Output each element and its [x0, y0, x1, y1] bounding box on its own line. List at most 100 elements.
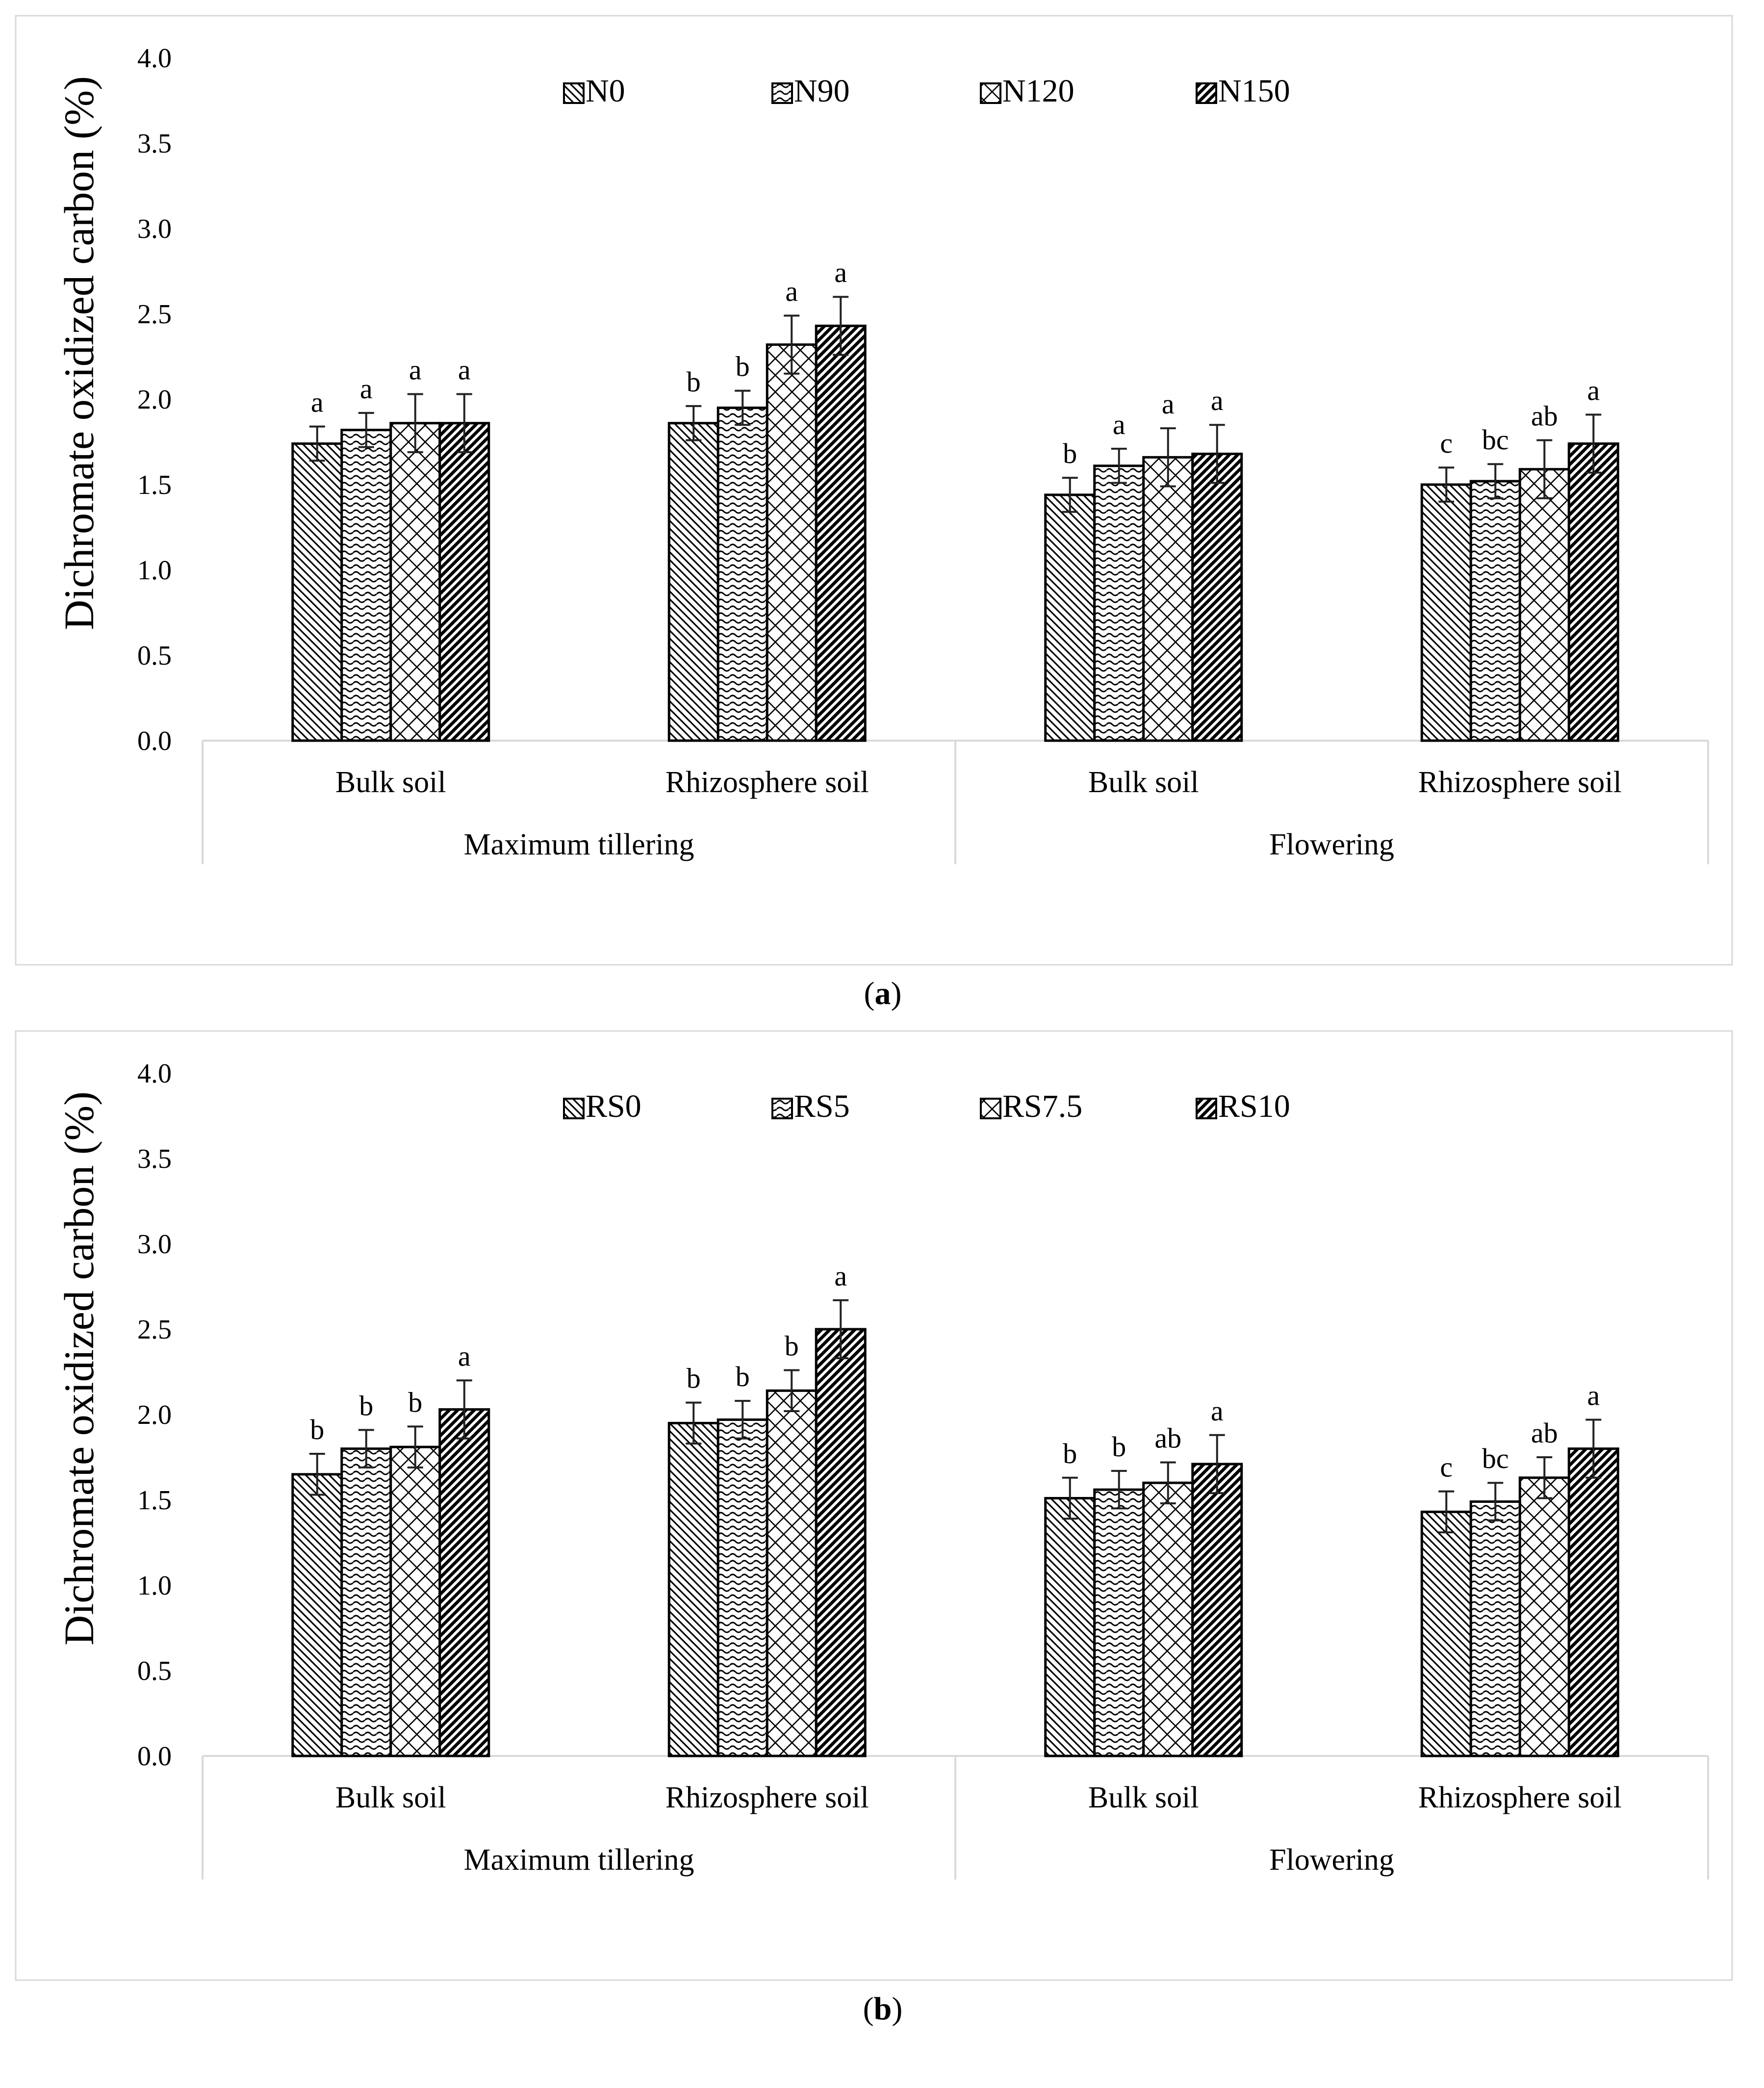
y-tick-label: 3.5: [137, 129, 172, 159]
bar-n0: [1420, 483, 1472, 742]
category-label: Rhizosphere soil: [665, 1781, 869, 1814]
chart-panel-a: 0.0 0.5 1.0 1.5 2.0 2.5 3.0 3.5 4.0 Dichromate ox…: [15, 15, 1733, 1011]
y-tick-label: 1.0: [137, 1571, 172, 1601]
legend-label: RS10: [1218, 1088, 1290, 1124]
panel-caption: (a): [864, 976, 902, 1011]
bar-n150: [1567, 442, 1619, 742]
category-label: Rhizosphere soil: [1418, 1781, 1622, 1814]
panel-caption: (b): [863, 1991, 903, 2027]
bar-rs5: [340, 1447, 392, 1757]
significance-letter: bc: [1482, 424, 1509, 456]
y-tick-label: 3.5: [137, 1144, 172, 1174]
legend-label: RS0: [586, 1088, 641, 1124]
significance-letter: a: [458, 1340, 471, 1372]
bar-n90: [716, 406, 768, 742]
significance-letter: ab: [1154, 1422, 1181, 1454]
bar-rs0: [1044, 1497, 1096, 1757]
significance-letter: a: [834, 257, 847, 288]
legend-label: N120: [1002, 73, 1074, 109]
y-tick-label: 1.0: [137, 555, 172, 586]
significance-letter: b: [736, 351, 750, 383]
y-tick-label: 0.0: [137, 1741, 172, 1772]
bar-rs10: [1191, 1463, 1243, 1757]
bar-n120: [1142, 456, 1194, 742]
y-tick-label: 1.5: [137, 1485, 172, 1516]
bar-rs7_5: [1518, 1476, 1570, 1757]
legend-swatch: [980, 1098, 1001, 1119]
legend-label: N90: [794, 73, 850, 109]
bar-n150: [815, 324, 867, 742]
bar-n150: [1191, 452, 1243, 742]
significance-letter: c: [1440, 1451, 1453, 1483]
significance-letter: b: [1112, 1431, 1126, 1463]
y-tick-label: 2.0: [137, 385, 172, 415]
bar-n0: [291, 442, 343, 742]
bar-rs7_5: [1142, 1481, 1194, 1757]
bar-rs10: [438, 1408, 490, 1757]
legend-label: N150: [1218, 73, 1290, 109]
legend-swatch: [771, 82, 793, 104]
significance-letter: a: [1587, 1379, 1600, 1411]
bar-rs5: [1469, 1500, 1521, 1757]
significance-letter: b: [736, 1361, 750, 1392]
y-tick-label: 0.5: [137, 1656, 172, 1686]
significance-letter: bc: [1482, 1443, 1509, 1474]
legend-swatch: [563, 1098, 585, 1119]
y-tick-label: 2.5: [137, 1315, 172, 1345]
significance-letter: ab: [1531, 1417, 1558, 1449]
category-label: Rhizosphere soil: [665, 766, 869, 799]
y-axis-title: Dichromate oxidized carbon (%): [55, 76, 102, 630]
significance-letter: a: [834, 1260, 847, 1292]
legend-swatch: [1196, 1098, 1217, 1119]
bar-n90: [1469, 480, 1521, 742]
y-tick-label: 2.5: [137, 299, 172, 330]
significance-letter: a: [1211, 385, 1224, 416]
legend-swatch: [771, 1098, 793, 1119]
significance-letter: a: [1211, 1395, 1224, 1427]
bar-rs5: [1093, 1488, 1145, 1757]
bar-rs0: [291, 1473, 343, 1757]
chart-frame: [15, 1030, 1733, 1981]
y-tick-label: 4.0: [137, 1058, 172, 1089]
category-label: Bulk soil: [1088, 766, 1199, 799]
significance-letter: a: [1162, 388, 1175, 420]
legend-label: RS5: [794, 1088, 850, 1124]
significance-letter: c: [1440, 427, 1453, 459]
significance-letter: ab: [1531, 400, 1558, 432]
bar-rs5: [716, 1418, 768, 1757]
category-label: Bulk soil: [335, 766, 446, 799]
significance-letter: b: [687, 1363, 701, 1394]
significance-letter: a: [785, 275, 798, 307]
bar-n0: [667, 422, 719, 742]
category-label: Rhizosphere soil: [1418, 766, 1622, 799]
category-label: Bulk soil: [335, 1781, 446, 1814]
bar-n90: [1093, 464, 1145, 742]
bar-rs0: [1420, 1510, 1472, 1757]
bar-rs7_5: [389, 1445, 441, 1757]
bar-n120: [389, 422, 441, 742]
significance-letter: a: [360, 373, 373, 405]
bar-n120: [1518, 468, 1570, 742]
significance-letter: b: [1063, 1438, 1077, 1469]
significance-letter: a: [311, 387, 324, 418]
bar-rs7_5: [766, 1389, 818, 1757]
significance-letter: a: [1587, 374, 1600, 406]
group-label: Maximum tillering: [463, 1843, 694, 1877]
significance-letter: b: [310, 1414, 324, 1445]
y-tick-label: 1.5: [137, 470, 172, 500]
bar-n120: [766, 343, 818, 742]
bar-rs0: [667, 1421, 719, 1757]
bar-n150: [438, 422, 490, 742]
significance-letter: b: [687, 366, 701, 398]
legend-swatch: [980, 82, 1001, 104]
category-label: Bulk soil: [1088, 1781, 1199, 1814]
legend-label: N0: [586, 73, 625, 109]
chart-panel-b: 0.0 0.5 1.0 1.5 2.0 2.5 3.0 3.5 4.0 Dichromate ox…: [15, 1030, 1733, 2027]
bar-rs10: [815, 1328, 867, 1757]
significance-letter: a: [1113, 409, 1125, 440]
y-axis-title: Dichromate oxidized carbon (%): [55, 1091, 102, 1645]
group-label: Flowering: [1269, 828, 1394, 861]
bar-n0: [1044, 493, 1096, 742]
bar-n90: [340, 429, 392, 742]
